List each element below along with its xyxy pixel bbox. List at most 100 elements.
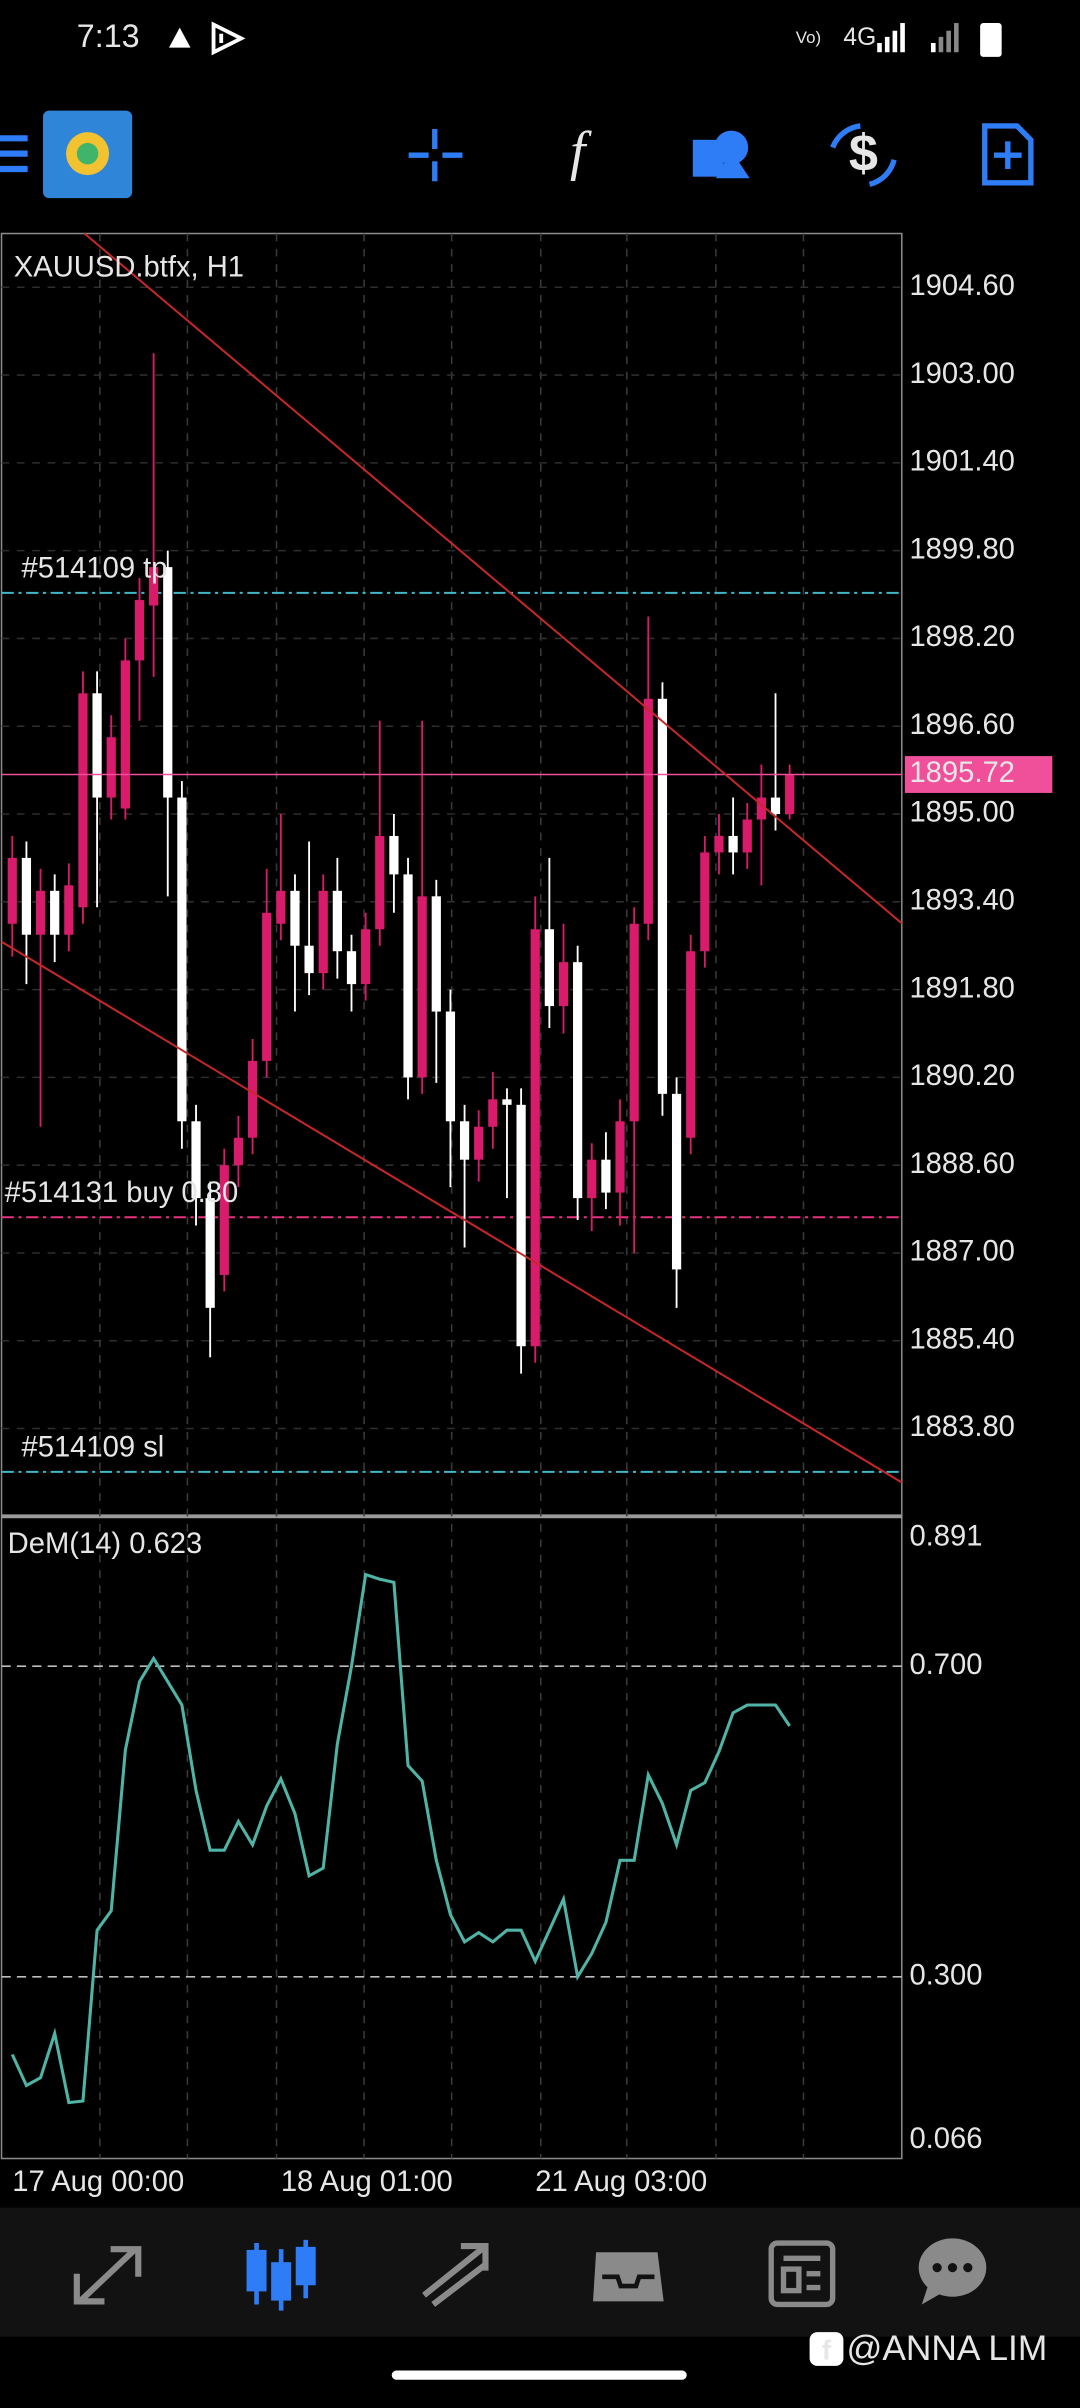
candle-body xyxy=(643,698,653,924)
candle-body xyxy=(714,835,724,853)
indicator-line xyxy=(10,1572,791,2105)
nav-trade[interactable] xyxy=(422,2243,489,2307)
candle-body xyxy=(233,1137,244,1166)
battery-icon xyxy=(980,23,1002,57)
candle-body xyxy=(629,923,639,1122)
y-tick-label: 1899.80 xyxy=(909,533,1014,565)
candle-body xyxy=(488,1099,498,1127)
candle-body xyxy=(728,835,738,853)
candle-body xyxy=(276,890,286,924)
candle-body xyxy=(78,693,88,908)
y-tick-label: 1903.00 xyxy=(909,358,1014,390)
candle-body xyxy=(544,929,554,1007)
indicator-title: DeM(14) 0.623 xyxy=(8,1528,203,1560)
candle-body xyxy=(318,890,328,974)
y-tick-label: 1883.80 xyxy=(909,1411,1014,1443)
candle-body xyxy=(35,890,46,935)
candle-body xyxy=(671,1093,682,1270)
current-price-box xyxy=(904,756,1053,793)
candle-body xyxy=(163,567,173,798)
candle-body xyxy=(615,1121,625,1193)
candle-body xyxy=(205,1198,215,1308)
status-time: 7:13 xyxy=(77,18,140,54)
candle-body xyxy=(573,962,583,1199)
play-icon xyxy=(211,21,246,56)
candle-body xyxy=(191,1121,201,1199)
candle-body xyxy=(502,1099,512,1105)
home-indicator xyxy=(391,2370,687,2380)
candle-body xyxy=(431,896,441,1012)
x-tick-label: 21 Aug 03:00 xyxy=(535,2166,707,2198)
network-type: 4G xyxy=(843,24,876,51)
y-tick-label: 0.066 xyxy=(909,2123,982,2155)
order-label: #514109 sl xyxy=(22,1432,165,1464)
nav-history[interactable] xyxy=(593,2252,664,2302)
y-tick-label: 1891.80 xyxy=(909,972,1014,1004)
objects-button[interactable] xyxy=(692,130,750,179)
new-order-button[interactable] xyxy=(982,123,1034,186)
nav-quotes[interactable] xyxy=(73,2246,142,2305)
candle-body xyxy=(770,797,781,815)
facebook-f: f xyxy=(822,2334,832,2365)
candle-body xyxy=(375,835,385,930)
y-tick-label: 1898.20 xyxy=(909,621,1014,653)
candle-body xyxy=(785,774,795,815)
alert-icon xyxy=(168,27,191,48)
candle-body xyxy=(530,929,540,1347)
candle-body xyxy=(50,890,60,935)
candle-body xyxy=(106,737,116,798)
candle-body xyxy=(459,1121,470,1160)
candle-body xyxy=(657,698,668,1094)
nav-chat[interactable] xyxy=(918,2238,987,2305)
order-label: #514109 tp xyxy=(22,553,168,585)
candle-body xyxy=(149,567,159,606)
candle-body xyxy=(700,852,710,952)
candle-body xyxy=(177,797,187,1122)
bottom-nav xyxy=(0,2207,1080,2337)
candle-body xyxy=(219,1165,229,1275)
candle-body xyxy=(742,819,752,853)
candle-body xyxy=(332,890,342,952)
candle-body xyxy=(601,1159,611,1193)
y-tick-label: 1901.40 xyxy=(909,446,1014,478)
plot-area xyxy=(1,286,902,2105)
y-tick-label: 1888.60 xyxy=(909,1148,1014,1180)
logo-mark-inner xyxy=(76,142,99,165)
trade-button[interactable]: $ xyxy=(830,123,897,187)
y-tick-label: 0.891 xyxy=(909,1521,982,1553)
current-price-label: 1895.72 xyxy=(909,757,1014,789)
candle-body xyxy=(417,896,427,1078)
volte-icon: Vo) xyxy=(796,28,821,47)
candle-body xyxy=(120,660,130,809)
y-tick-label: 1895.00 xyxy=(909,797,1014,829)
order-label: #514131 buy 0.80 xyxy=(5,1177,239,1209)
candle-body xyxy=(346,951,357,985)
candle-body xyxy=(474,1126,484,1160)
y-tick-label: 0.700 xyxy=(909,1649,982,1681)
menu-button[interactable] xyxy=(0,135,28,173)
candle-body xyxy=(134,600,145,661)
trend-lines xyxy=(1,232,903,1484)
nav-chart[interactable] xyxy=(246,2239,316,2311)
candle-body xyxy=(21,857,32,935)
candle-body xyxy=(290,890,300,946)
candle-body xyxy=(361,929,371,985)
crosshair-button[interactable] xyxy=(408,129,463,182)
watermark: @ANNA LIM xyxy=(846,2329,1047,2368)
y-tick-label: 1890.20 xyxy=(909,1060,1014,1092)
y-tick-label: 1893.40 xyxy=(909,885,1014,917)
y-tick-label: 1887.00 xyxy=(909,1236,1014,1268)
y-tick-label: 1896.60 xyxy=(909,709,1014,741)
candle-body xyxy=(389,835,399,875)
candle-body xyxy=(247,1060,258,1138)
y-tick-label: 0.300 xyxy=(909,1959,982,1991)
x-tick-label: 17 Aug 00:00 xyxy=(12,2166,184,2198)
overlay: 1904.60 1903.00 1901.40 1899.80 1898.20 1896.… xyxy=(5,270,1053,2198)
nav-news[interactable] xyxy=(768,2240,836,2308)
x-tick-label: 18 Aug 01:00 xyxy=(281,2166,453,2198)
candle-body xyxy=(756,797,766,820)
candle-body xyxy=(686,951,696,1138)
y-tick-label: 1885.40 xyxy=(909,1323,1014,1355)
